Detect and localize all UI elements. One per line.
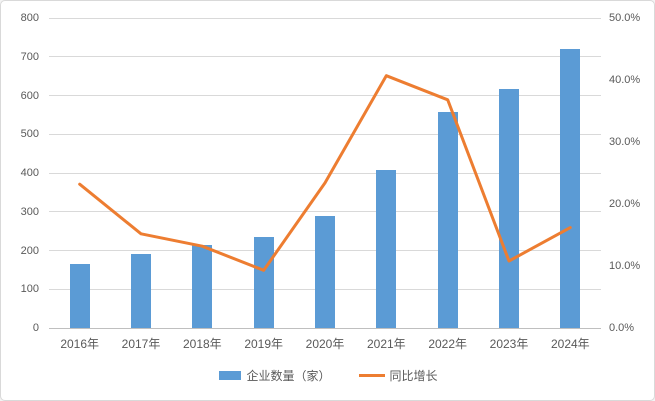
x-axis-label: 2021年 [366, 337, 406, 351]
bar [131, 254, 151, 328]
y-axis-right-tick: 30.0% [609, 136, 641, 148]
bar [69, 264, 90, 328]
bar [499, 88, 519, 328]
line-series-swatch-icon [358, 374, 385, 377]
x-axis-label: 2018年 [182, 337, 222, 351]
bar [560, 49, 581, 328]
gridline [49, 172, 601, 174]
y-axis-left-tick: 600 [20, 89, 39, 102]
legend-item-bar: 企业数量（家） [219, 367, 331, 384]
y-axis-right-tick: 40.0% [609, 74, 641, 86]
x-axis-label: 2024年 [550, 337, 590, 351]
growth-line [78, 74, 572, 272]
bar [192, 244, 213, 328]
y-axis-right-tick: 50.0% [609, 12, 641, 24]
x-axis-label: 2019年 [244, 337, 284, 351]
y-axis-left-tick: 500 [20, 128, 39, 141]
y-axis-left-tick: 100 [20, 283, 39, 296]
y-axis-left-tick: 0 [32, 322, 39, 334]
x-axis-label: 2020年 [305, 337, 345, 351]
gridline [49, 56, 601, 58]
x-axis-label: 2016年 [60, 337, 100, 351]
gridline [49, 95, 601, 96]
x-axis-label: 2023年 [489, 337, 529, 351]
bar [437, 111, 458, 328]
y-axis-right-tick: 20.0% [609, 198, 641, 210]
y-axis-right-tick: 0.0% [609, 322, 635, 334]
x-axis-label: 2017年 [121, 337, 161, 351]
y-axis-left-tick: 400 [20, 167, 39, 179]
bar [376, 169, 397, 328]
x-axis-line [49, 327, 601, 329]
y-axis-left-tick: 700 [20, 50, 39, 63]
y-axis-right-tick: 10.0% [609, 260, 641, 272]
line-series [78, 74, 572, 272]
bar [315, 215, 335, 328]
y-axis-left-tick: 200 [20, 244, 39, 257]
gridline [49, 133, 601, 135]
legend-item-line: 同比增长 [358, 367, 438, 384]
y-axis-left-tick: 300 [20, 205, 39, 218]
gridline [49, 211, 601, 213]
bar-series-swatch-icon [219, 371, 242, 380]
x-axis-label: 2022年 [428, 337, 468, 351]
legend-bar-label: 企业数量（家） [246, 369, 331, 383]
legend-line-label: 同比增长 [389, 369, 438, 383]
legend: 企业数量（家） 同比增长 [1, 367, 654, 384]
bar [253, 236, 274, 328]
gridline [49, 17, 601, 19]
y-axis-left-tick: 800 [20, 12, 39, 24]
